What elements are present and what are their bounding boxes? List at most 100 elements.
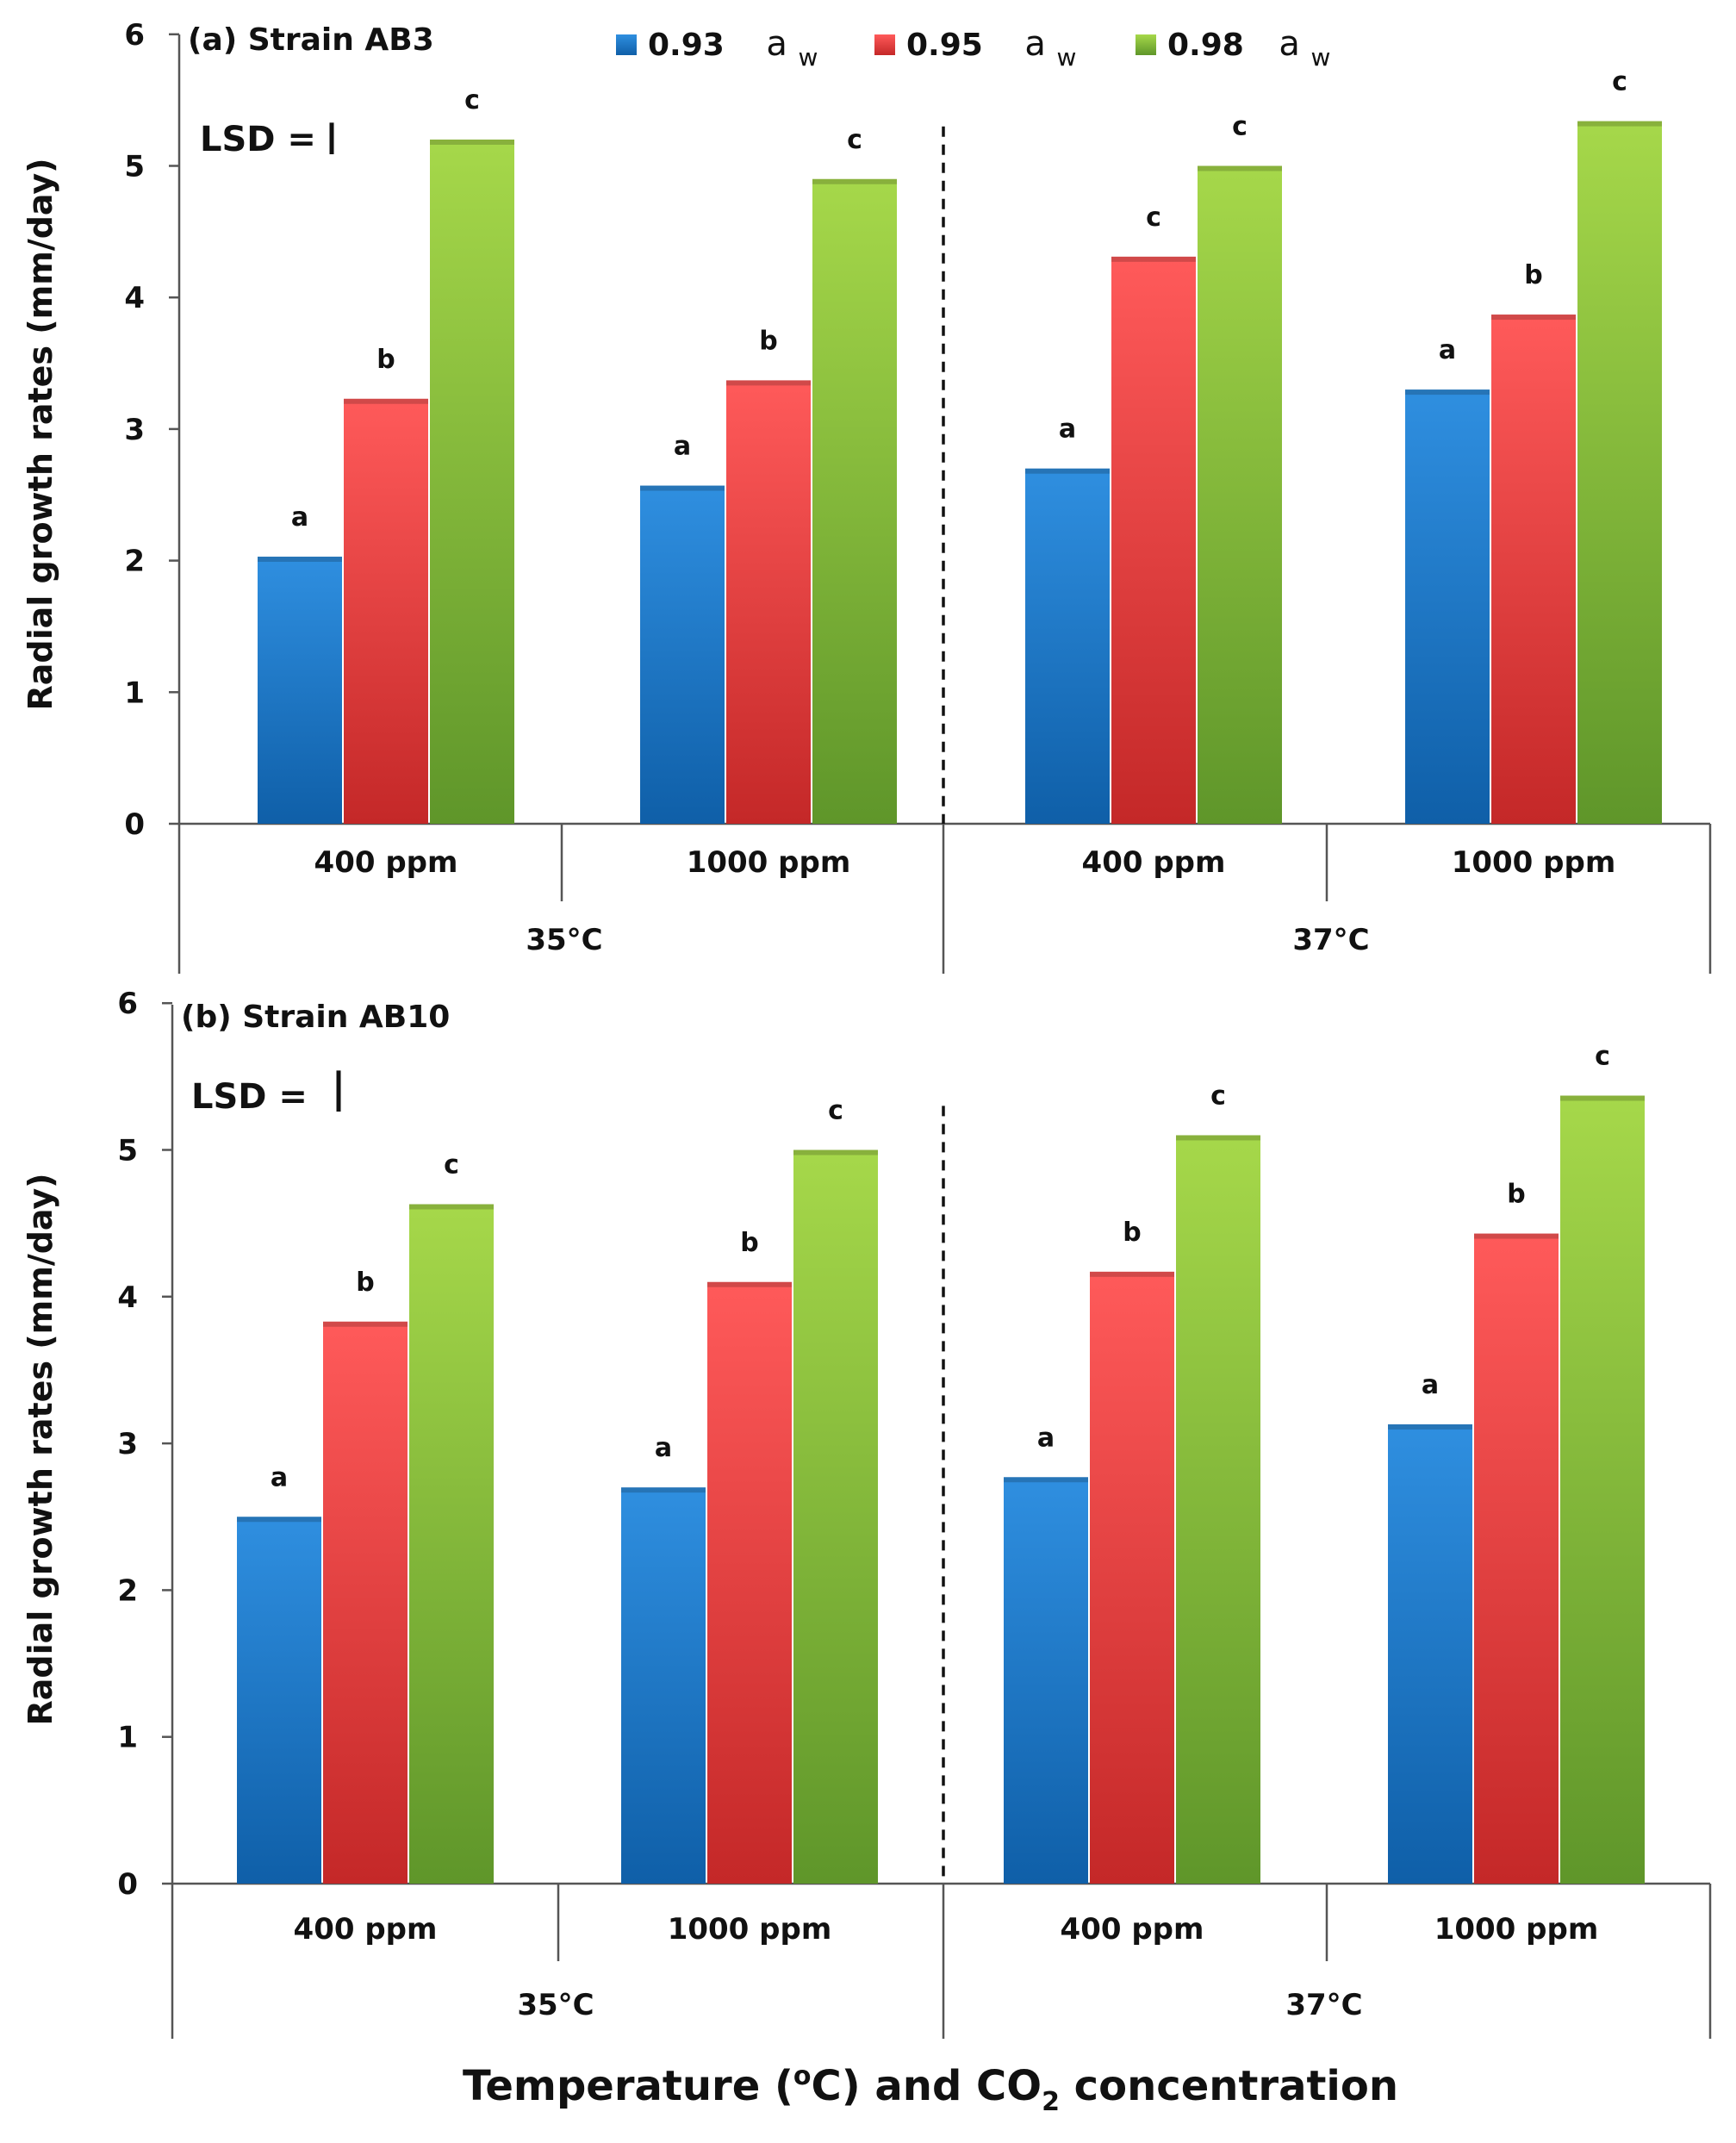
category-label: 400 ppm xyxy=(1061,1912,1204,1947)
significance-letter: b xyxy=(1507,1180,1525,1210)
bar-series-1-cat-0 xyxy=(323,1321,408,1884)
bar-series-2-cat-2 xyxy=(1198,165,1282,824)
bar-top-edge xyxy=(1198,165,1282,171)
bar-series-1-cat-3 xyxy=(1474,1233,1559,1884)
legend-symbol-2: a xyxy=(1279,24,1300,64)
significance-letter: a xyxy=(655,1433,672,1463)
legend-value-0: 0.93 xyxy=(648,28,725,63)
bar-top-edge xyxy=(430,139,514,145)
bar-series-0-cat-1 xyxy=(640,485,725,824)
legend-subscript-2: w xyxy=(1310,43,1330,72)
y-tick-label: 3 xyxy=(124,413,145,447)
bar-top-edge xyxy=(812,178,897,184)
bar-series-2-cat-1 xyxy=(793,1149,878,1884)
legend-value-1: 0.95 xyxy=(906,28,983,63)
bar-series-0-cat-2 xyxy=(1025,468,1110,824)
bar-series-2-cat-0 xyxy=(409,1204,494,1884)
category-label: 1000 ppm xyxy=(1434,1912,1599,1947)
bar-top-edge xyxy=(640,485,725,491)
bar-series-2-cat-3 xyxy=(1560,1095,1645,1884)
panel-title: (a) Strain AB3 xyxy=(188,22,434,58)
group-label: 35°C xyxy=(517,1988,594,2022)
bar-top-edge xyxy=(1474,1233,1559,1239)
lsd-label: LSD = xyxy=(191,1077,308,1117)
bar-top-edge xyxy=(793,1149,878,1156)
svg-text:0.95 a w: 0.95 a w xyxy=(906,24,1076,72)
bar-top-edge xyxy=(707,1281,792,1287)
category-label: 400 ppm xyxy=(294,1912,438,1947)
bar-series-0-cat-0 xyxy=(258,557,342,824)
y-tick-label: 1 xyxy=(124,676,145,710)
significance-letter: a xyxy=(674,432,691,462)
y-tick-label: 6 xyxy=(124,18,145,53)
bar-top-edge xyxy=(258,557,342,563)
significance-letter: b xyxy=(356,1268,374,1298)
bar-top-edge xyxy=(1176,1135,1260,1141)
legend-swatch-1 xyxy=(874,34,895,55)
lsd-label: LSD = xyxy=(200,120,316,159)
significance-letter: a xyxy=(1059,414,1076,445)
legend-value-2: 0.98 xyxy=(1167,28,1244,63)
bar-series-1-cat-2 xyxy=(1111,256,1196,824)
bar-series-0-cat-3 xyxy=(1388,1423,1472,1884)
y-tick-label: 5 xyxy=(117,1134,138,1168)
significance-letter: b xyxy=(759,326,777,356)
legend-subscript-1: w xyxy=(1056,43,1076,72)
bar-top-edge xyxy=(726,380,811,386)
significance-letter: c xyxy=(1232,112,1248,142)
bar-top-edge xyxy=(1025,468,1110,474)
significance-letter: a xyxy=(1422,1370,1439,1400)
bar-series-0-cat-1 xyxy=(621,1487,706,1884)
significance-letter: c xyxy=(828,1096,843,1126)
bar-series-1-cat-0 xyxy=(344,398,428,824)
x-axis-title-part1: Temperature ( xyxy=(463,2062,793,2110)
legend-item-1: 0.95 a w xyxy=(874,24,1076,72)
bar-series-2-cat-0 xyxy=(430,139,514,824)
bar-series-1-cat-1 xyxy=(707,1281,792,1884)
bar-series-1-cat-1 xyxy=(726,380,811,824)
bar-series-2-cat-3 xyxy=(1577,121,1662,824)
bar-top-edge xyxy=(323,1321,408,1327)
bar-top-edge xyxy=(1111,256,1196,262)
bar-series-0-cat-0 xyxy=(237,1517,321,1884)
svg-text:0.93 a w: 0.93 a w xyxy=(648,24,818,72)
y-tick-label: 0 xyxy=(124,807,145,842)
x-axis-title-part2: C) and CO xyxy=(812,2062,1042,2110)
bar-top-edge xyxy=(1388,1423,1472,1430)
legend-item-2: 0.98 a w xyxy=(1136,24,1330,72)
y-tick-label: 0 xyxy=(117,1867,138,1902)
y-axis-title: Radial growth rates (mm/day) xyxy=(22,158,59,710)
legend-subscript-0: w xyxy=(798,43,818,72)
bar-series-0-cat-3 xyxy=(1405,389,1490,824)
category-label: 1000 ppm xyxy=(687,845,851,880)
bar-series-1-cat-2 xyxy=(1090,1271,1174,1884)
y-tick-label: 1 xyxy=(117,1721,138,1755)
y-tick-label: 2 xyxy=(117,1573,138,1608)
significance-letter: c xyxy=(1612,67,1627,97)
bar-series-2-cat-1 xyxy=(812,178,897,824)
legend: 0.93 a w 0.95 a w 0.98 a w xyxy=(616,24,1330,72)
x-axis-title-part3: concentration xyxy=(1060,2062,1398,2110)
bar-top-edge xyxy=(1577,121,1662,127)
significance-letter: b xyxy=(1524,260,1542,290)
significance-letter: c xyxy=(1146,202,1161,233)
bar-top-edge xyxy=(1004,1477,1088,1483)
significance-letter: c xyxy=(1210,1081,1226,1111)
y-tick-label: 4 xyxy=(124,281,145,315)
x-axis-title: Temperature (oC) and CO2 concentration xyxy=(463,2061,1398,2117)
y-tick-label: 6 xyxy=(117,987,138,1021)
group-label: 35°C xyxy=(526,923,602,957)
legend-symbol-1: a xyxy=(1024,24,1046,64)
panel-title: (b) Strain AB10 xyxy=(181,1000,450,1035)
x-axis-title-sub: 2 xyxy=(1042,2087,1060,2117)
legend-swatch-2 xyxy=(1136,34,1156,55)
panel-a: 0 1 2 3 4 5 6 Radial growth rates (mm/day) a b c 40… xyxy=(22,18,1712,974)
y-tick-label: 2 xyxy=(124,545,145,579)
significance-letter: c xyxy=(444,1150,459,1181)
legend-symbol-0: a xyxy=(766,24,787,64)
svg-text:0.98 a w: 0.98 a w xyxy=(1167,24,1330,72)
significance-letter: c xyxy=(847,125,862,155)
category-label: 400 ppm xyxy=(1082,845,1226,880)
bar-series-2-cat-2 xyxy=(1176,1135,1260,1884)
